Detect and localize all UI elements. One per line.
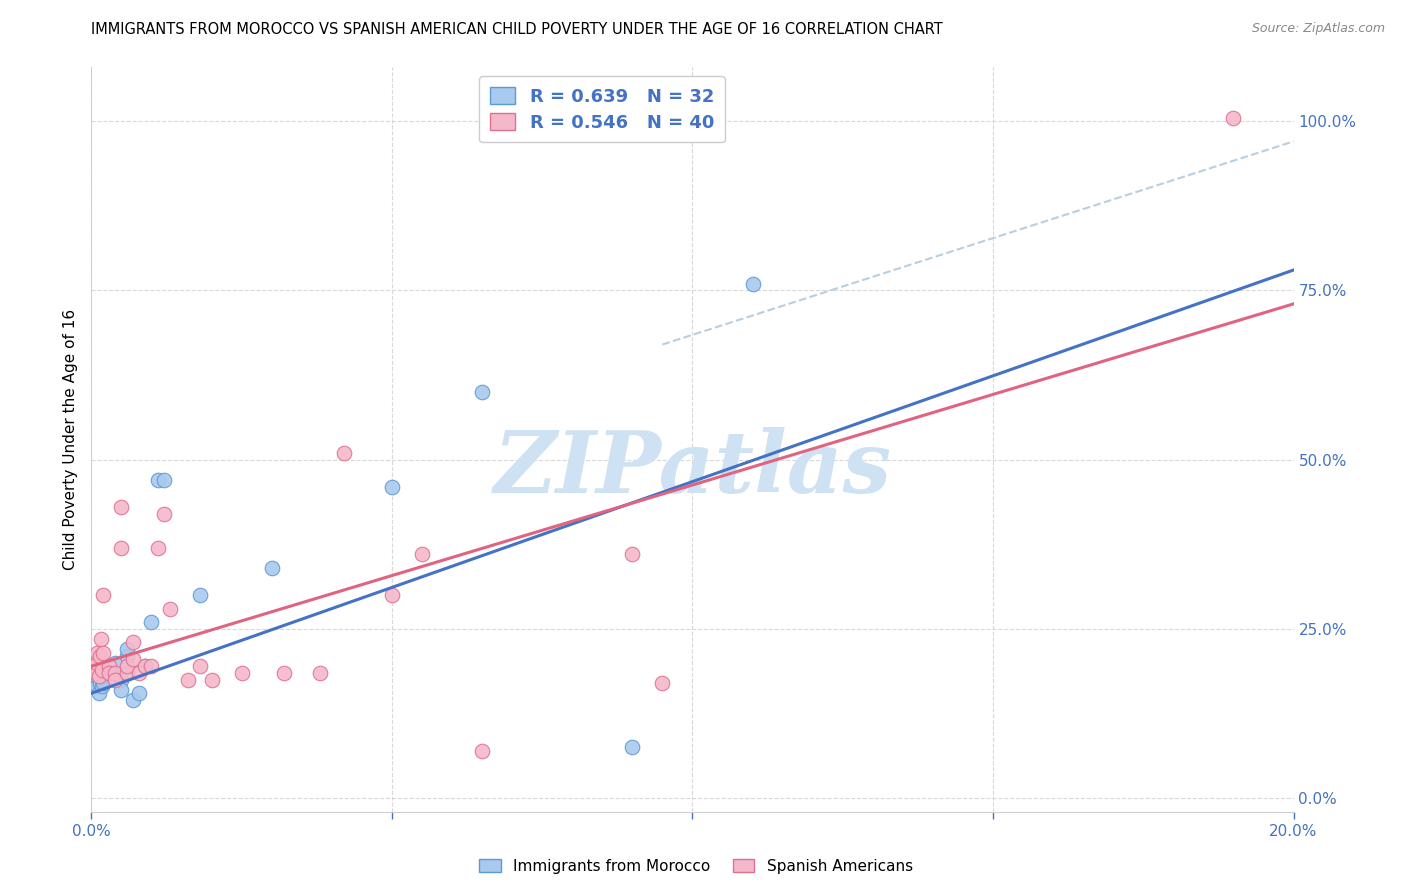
Point bbox=[84, 673, 107, 687]
Point bbox=[91, 663, 114, 677]
Point bbox=[471, 744, 494, 758]
Point bbox=[141, 615, 163, 629]
Point bbox=[381, 480, 404, 494]
Point bbox=[188, 659, 211, 673]
Y-axis label: Child Poverty Under the Age of 16: Child Poverty Under the Age of 16 bbox=[63, 309, 79, 570]
Point bbox=[308, 665, 330, 680]
Point bbox=[471, 384, 494, 399]
Point bbox=[411, 548, 433, 562]
Point bbox=[122, 635, 145, 649]
Point bbox=[93, 588, 115, 602]
Point bbox=[87, 686, 110, 700]
Point bbox=[89, 663, 111, 677]
Point bbox=[86, 656, 108, 670]
Point bbox=[176, 673, 198, 687]
Point bbox=[621, 548, 644, 562]
Point bbox=[93, 646, 115, 660]
Point bbox=[86, 646, 108, 660]
Text: IMMIGRANTS FROM MOROCCO VS SPANISH AMERICAN CHILD POVERTY UNDER THE AGE OF 16 CO: IMMIGRANTS FROM MOROCCO VS SPANISH AMERI… bbox=[91, 22, 943, 37]
Point bbox=[134, 659, 156, 673]
Point bbox=[117, 665, 139, 680]
Point bbox=[104, 665, 127, 680]
Point bbox=[122, 693, 145, 707]
Point bbox=[201, 673, 224, 687]
Point bbox=[93, 669, 115, 683]
Point bbox=[159, 601, 181, 615]
Point bbox=[110, 682, 132, 697]
Point bbox=[146, 473, 169, 487]
Point bbox=[93, 673, 115, 687]
Point bbox=[98, 665, 121, 680]
Point bbox=[104, 656, 127, 670]
Point bbox=[231, 665, 253, 680]
Point bbox=[273, 665, 295, 680]
Point bbox=[188, 588, 211, 602]
Point bbox=[91, 680, 114, 694]
Point bbox=[152, 507, 174, 521]
Point bbox=[84, 665, 107, 680]
Point bbox=[104, 673, 127, 687]
Point bbox=[1222, 111, 1244, 125]
Point bbox=[333, 446, 356, 460]
Point bbox=[381, 588, 404, 602]
Point bbox=[87, 669, 110, 683]
Legend: R = 0.639   N = 32, R = 0.546   N = 40: R = 0.639 N = 32, R = 0.546 N = 40 bbox=[479, 76, 725, 143]
Point bbox=[90, 632, 112, 646]
Point bbox=[651, 676, 673, 690]
Point bbox=[122, 652, 145, 666]
Legend: Immigrants from Morocco, Spanish Americans: Immigrants from Morocco, Spanish America… bbox=[472, 853, 920, 880]
Point bbox=[83, 665, 105, 680]
Point bbox=[89, 676, 111, 690]
Point bbox=[741, 277, 763, 291]
Point bbox=[117, 659, 139, 673]
Point bbox=[98, 659, 121, 673]
Point bbox=[146, 541, 169, 555]
Point bbox=[98, 659, 121, 673]
Point bbox=[110, 541, 132, 555]
Point bbox=[98, 665, 121, 680]
Point bbox=[83, 656, 105, 670]
Point bbox=[86, 680, 108, 694]
Point bbox=[84, 659, 107, 673]
Point bbox=[104, 665, 127, 680]
Point bbox=[89, 648, 111, 663]
Point bbox=[110, 500, 132, 514]
Text: Source: ZipAtlas.com: Source: ZipAtlas.com bbox=[1251, 22, 1385, 36]
Point bbox=[117, 648, 139, 663]
Point bbox=[117, 642, 139, 657]
Point bbox=[110, 673, 132, 687]
Point bbox=[260, 561, 283, 575]
Point bbox=[134, 659, 156, 673]
Point bbox=[90, 656, 112, 670]
Point bbox=[152, 473, 174, 487]
Point bbox=[128, 686, 150, 700]
Point bbox=[621, 740, 644, 755]
Point bbox=[93, 676, 115, 690]
Text: ZIPatlas: ZIPatlas bbox=[494, 427, 891, 511]
Point bbox=[128, 665, 150, 680]
Point bbox=[141, 659, 163, 673]
Point bbox=[84, 669, 107, 683]
